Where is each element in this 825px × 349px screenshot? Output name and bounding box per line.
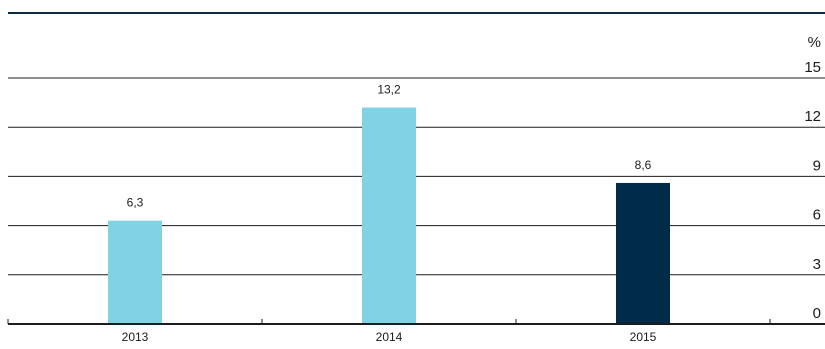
- y-tick-label: 15: [804, 59, 821, 76]
- data-label-2015: 8,6: [635, 158, 652, 172]
- y-tick-label: 0: [813, 305, 821, 322]
- x-tick-label: 2014: [376, 330, 403, 344]
- y-tick-label: 9: [813, 157, 821, 174]
- y-tick-label: 3: [813, 256, 821, 273]
- bar-2014: [362, 108, 416, 324]
- x-tick-label: 2015: [630, 330, 657, 344]
- data-label-2013: 6,3: [127, 196, 144, 210]
- bars: [108, 108, 670, 324]
- y-tick-label: 6: [813, 207, 821, 224]
- y-tick-label: 12: [804, 108, 821, 125]
- data-label-2014: 13,2: [377, 83, 401, 97]
- bar-2013: [108, 221, 162, 324]
- bar-2015: [616, 183, 670, 324]
- y-unit-label: %: [808, 34, 821, 51]
- x-tick-label: 2013: [122, 330, 149, 344]
